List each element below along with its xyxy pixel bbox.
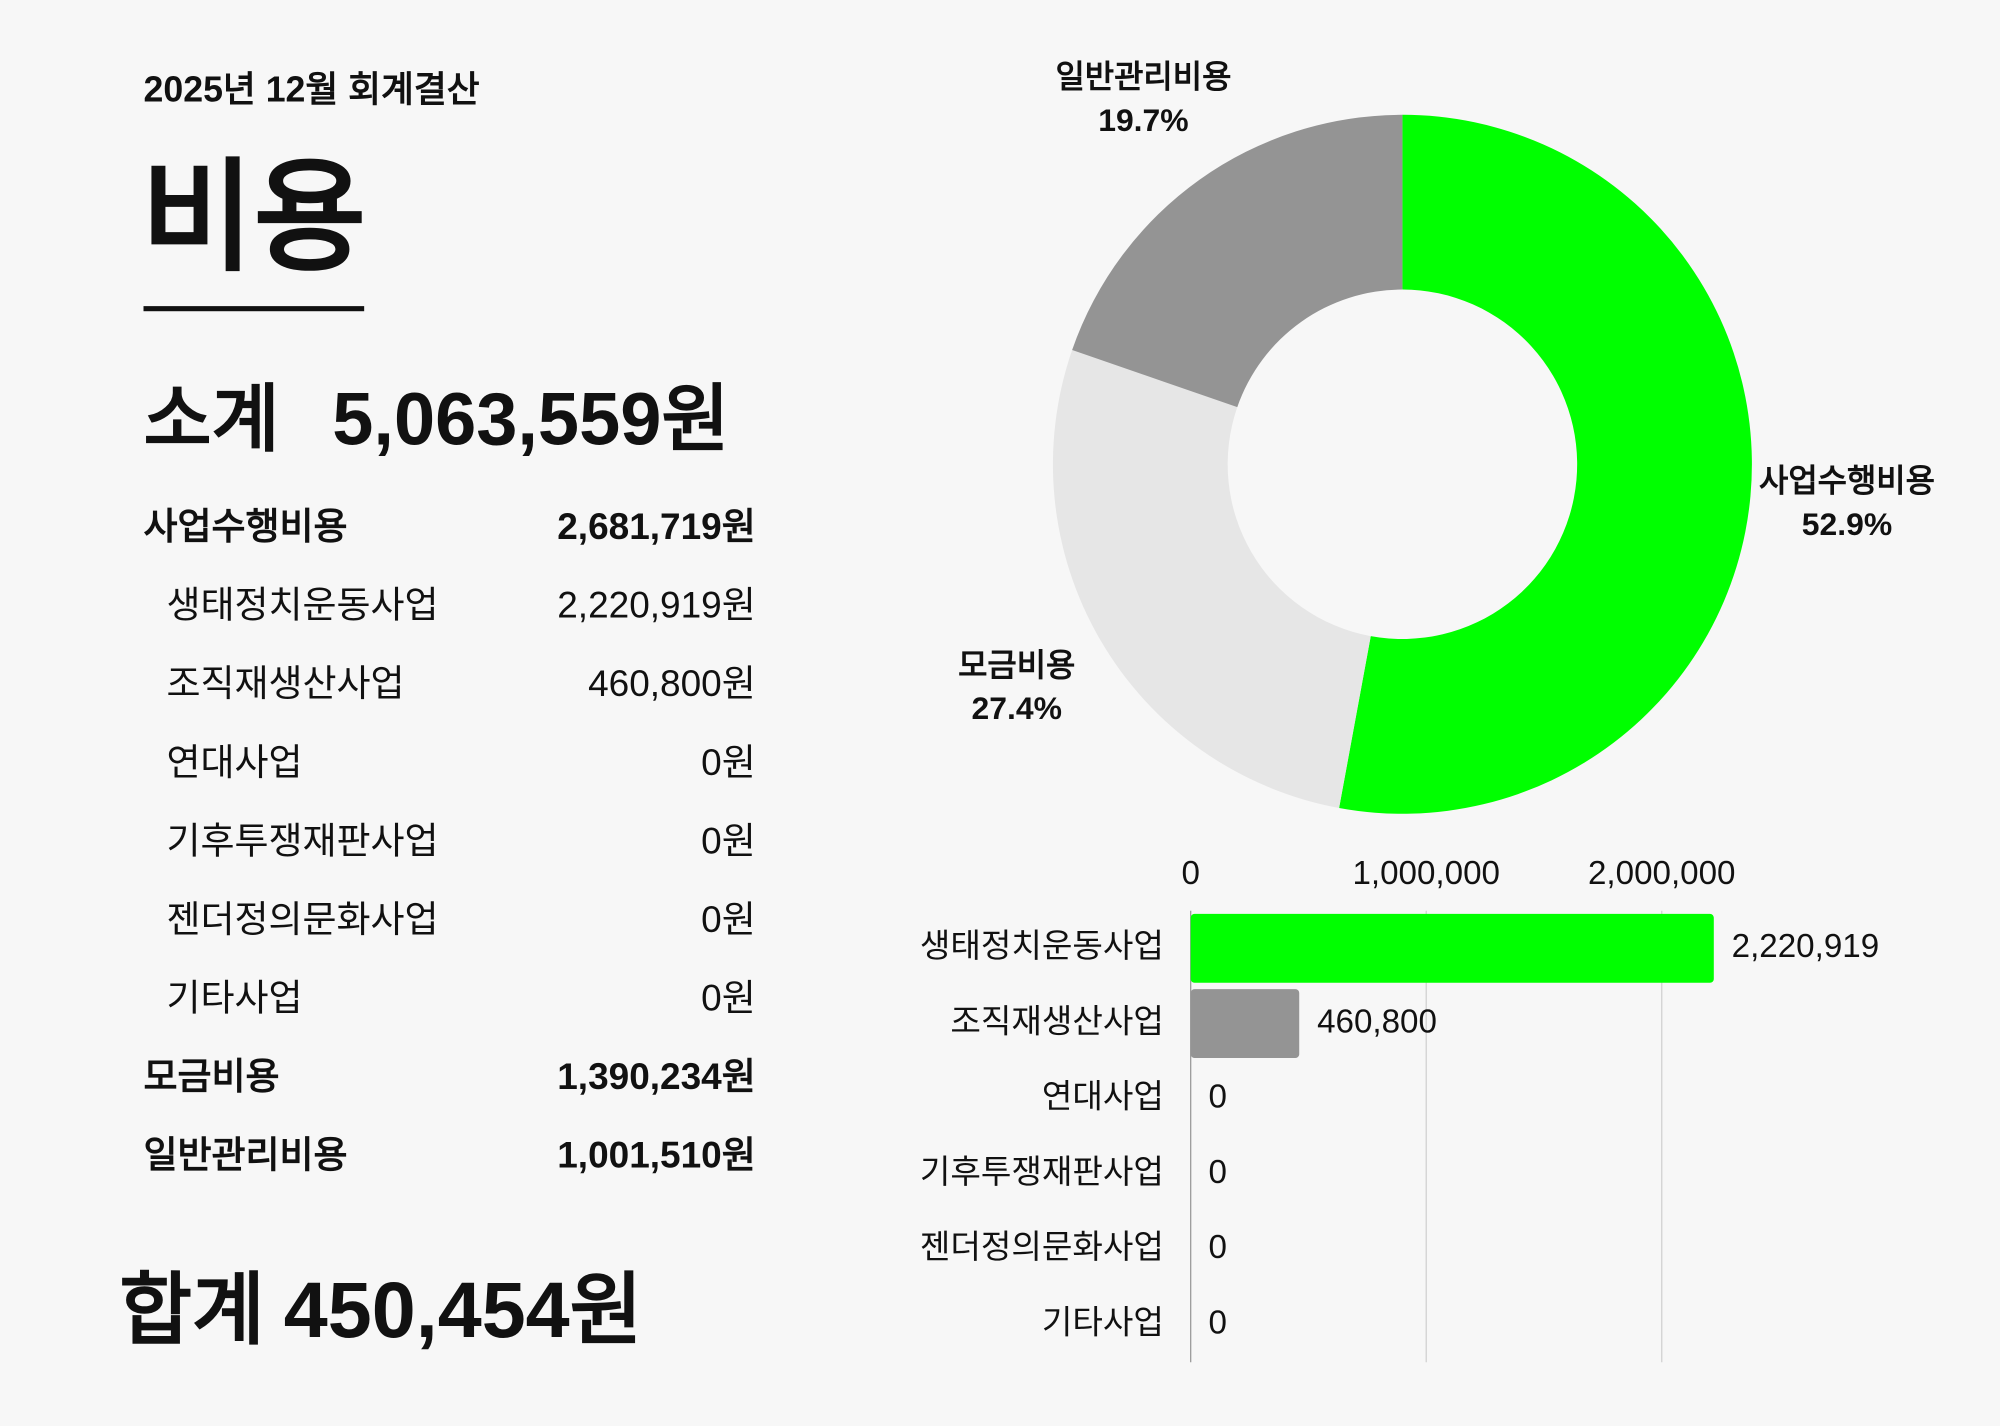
slice-label: 모금비용	[958, 647, 1075, 683]
slice-label: 사업수행비용	[1759, 463, 1935, 499]
item-label: 모금비용	[144, 1056, 280, 1097]
item-amount: 0원	[701, 820, 756, 861]
y-tick-label: 연대사업	[1042, 1079, 1164, 1116]
title-underline	[143, 306, 365, 312]
bar-value: 460,800	[1317, 1003, 1437, 1040]
y-tick-label: 기후투쟁재판사업	[920, 1154, 1164, 1191]
pie-slice	[1052, 350, 1371, 808]
y-tick-label: 조직재생산사업	[950, 1003, 1164, 1040]
item-label: 생태정치운동사업	[166, 585, 438, 626]
item-amount: 1,001,510원	[557, 1135, 755, 1176]
bar-value: 0	[1209, 1079, 1227, 1116]
bar	[1190, 913, 1714, 983]
subtotal-amount: 5,063,559원	[332, 377, 729, 460]
bar-value: 0	[1209, 1304, 1227, 1341]
total-label: 합계	[119, 1265, 265, 1354]
slice-value: 27.4%	[972, 690, 1062, 726]
item-label: 연대사업	[166, 742, 302, 783]
subtotal-label: 소계	[144, 377, 280, 460]
item-label: 사업수행비용	[144, 506, 348, 547]
bar	[1190, 989, 1300, 1059]
item-label: 일반관리비용	[144, 1135, 348, 1176]
slice-value: 52.9%	[1802, 506, 1892, 542]
title: 비용	[141, 148, 366, 285]
x-tick-label: 1,000,000	[1352, 855, 1500, 892]
item-amount: 0원	[701, 899, 756, 940]
y-tick-label: 생태정치운동사업	[920, 928, 1164, 965]
item-amount: 0원	[701, 978, 756, 1019]
item-amount: 2,681,719원	[557, 506, 755, 547]
x-tick-label: 2,000,000	[1588, 855, 1736, 892]
item-label: 조직재생산사업	[166, 663, 404, 704]
bar-value: 0	[1209, 1154, 1227, 1191]
slice-value: 19.7%	[1098, 102, 1188, 138]
item-amount: 0원	[701, 742, 756, 783]
total-amount: 450,454원	[284, 1265, 643, 1354]
y-tick-label: 기타사업	[1042, 1304, 1164, 1341]
item-label: 젠더정의문화사업	[166, 899, 438, 940]
bar-value: 0	[1209, 1229, 1227, 1266]
item-amount: 460,800원	[588, 663, 756, 704]
subtitle: 2025년 12월 회계결산	[144, 69, 480, 109]
item-label: 기타사업	[166, 978, 302, 1019]
slice-label: 일반관리비용	[1055, 58, 1231, 94]
bar-value: 2,220,919	[1732, 928, 1880, 965]
item-amount: 2,220,919원	[557, 585, 755, 626]
x-tick-label: 0	[1181, 855, 1199, 892]
item-label: 기후투쟁재판사업	[166, 820, 438, 861]
pie-slice	[1072, 114, 1403, 408]
y-tick-label: 젠더정의문화사업	[920, 1229, 1164, 1266]
item-amount: 1,390,234원	[557, 1056, 755, 1097]
pie-slice	[1339, 114, 1752, 814]
